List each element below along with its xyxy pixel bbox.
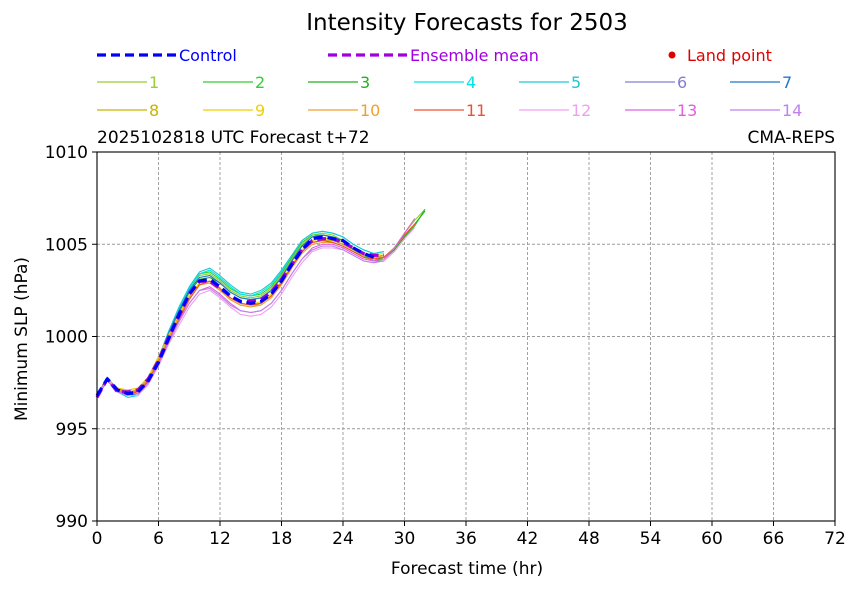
y-axis-label: Minimum SLP (hPa) — [12, 257, 32, 421]
y-tick-label: 1000 — [45, 328, 88, 348]
series-member-3 — [96, 210, 426, 398]
series-member-14 — [96, 245, 385, 398]
legend-label-member: 5 — [571, 73, 581, 92]
legend-label-land-point: Land point — [687, 46, 772, 65]
chart-title: Intensity Forecasts for 2503 — [306, 10, 628, 36]
legend-label-member: 11 — [466, 101, 486, 120]
series-member-9 — [96, 238, 385, 398]
x-tick-label: 48 — [578, 529, 600, 549]
legend-label-member: 12 — [571, 101, 591, 120]
legend-marker-land-point — [668, 51, 676, 59]
subtitle-left: 2025102818 UTC Forecast t+72 — [97, 128, 370, 148]
series-member-13 — [96, 218, 416, 398]
series-ensemble-mean — [95, 237, 384, 399]
legend-label-member: 10 — [360, 101, 380, 120]
x-tick-label: 66 — [763, 529, 785, 549]
legend-label-member: 1 — [149, 73, 159, 92]
legend-label-ensemble-mean: Ensemble mean — [410, 46, 539, 65]
y-tick-label: 990 — [56, 512, 88, 532]
series-member-11 — [96, 223, 416, 398]
x-axis-label: Forecast time (hr) — [391, 559, 543, 579]
grid — [97, 152, 835, 521]
axis-ticks: 0 6 12 18 24 30 36 42 48 54 60 66 72 990 995 1000 1005 10… — [45, 143, 846, 549]
legend-label-member: 14 — [782, 101, 802, 120]
subtitle-right: CMA-REPS — [747, 128, 835, 148]
x-tick-label: 36 — [455, 529, 477, 549]
legend-label-member: 2 — [255, 73, 265, 92]
series-member-7 — [96, 234, 385, 397]
series-member-12 — [96, 227, 416, 398]
y-tick-label: 1005 — [45, 235, 88, 255]
x-tick-label: 12 — [209, 529, 231, 549]
legend-label-member: 3 — [360, 73, 370, 92]
series-member-8 — [96, 240, 385, 398]
y-tick-label: 995 — [56, 420, 88, 440]
y-tick-label: 1010 — [45, 143, 88, 163]
legend-label-member: 8 — [149, 101, 159, 120]
series-control — [95, 235, 375, 397]
legend-label-member: 7 — [782, 73, 792, 92]
x-tick-label: 0 — [92, 529, 103, 549]
legend-label-member: 6 — [677, 73, 687, 92]
x-tick-label: 18 — [271, 529, 293, 549]
x-tick-label: 42 — [517, 529, 539, 549]
x-tick-label: 6 — [153, 529, 164, 549]
legend-label-member: 4 — [466, 73, 476, 92]
x-tick-label: 30 — [394, 529, 416, 549]
legend-label-control: Control — [179, 46, 237, 65]
series-member-10 — [96, 241, 385, 398]
x-tick-label: 54 — [640, 529, 662, 549]
x-tick-label: 72 — [824, 529, 846, 549]
series-member-4 — [96, 230, 385, 397]
series-member-6 — [96, 240, 385, 398]
legend-label-member: 9 — [255, 101, 265, 120]
x-tick-label: 24 — [332, 529, 354, 549]
series-group — [95, 208, 426, 399]
legend-label-member: 13 — [677, 101, 697, 120]
x-tick-label: 60 — [701, 529, 723, 549]
